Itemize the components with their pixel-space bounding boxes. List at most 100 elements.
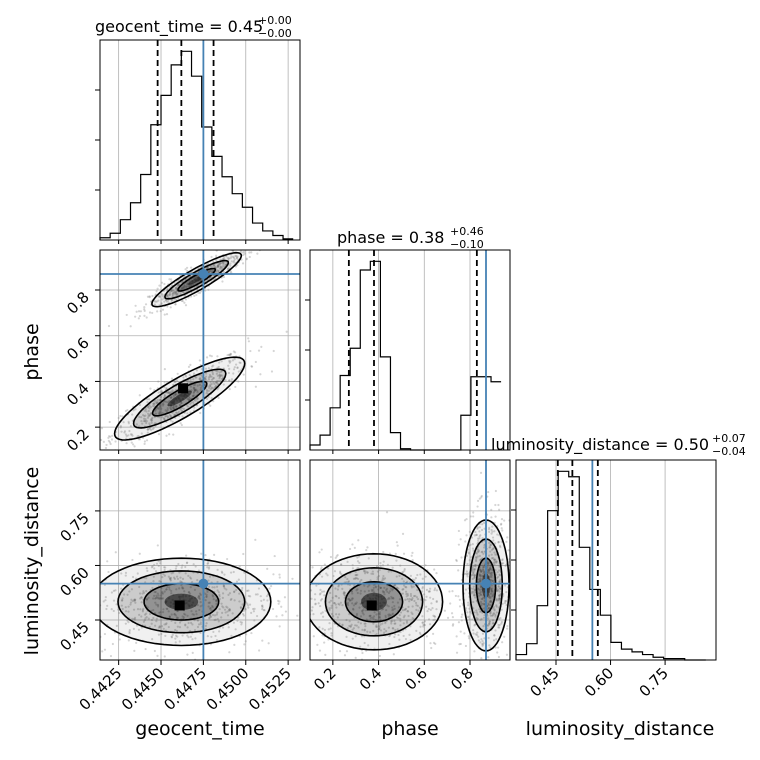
scatter-point [143,440,147,443]
scatter-point [158,412,161,416]
scatter-point [152,662,154,664]
scatter-point [189,635,192,638]
scatter-point [230,260,233,263]
scatter-point [216,374,219,377]
scatter-point [331,615,335,618]
scatter-point [490,588,493,591]
scatter-point [270,370,274,373]
scatter-point [219,374,223,377]
scatter-point [481,644,484,647]
scatter-point [473,574,476,577]
scatter-point [483,571,486,574]
scatter-point [190,401,193,404]
scatter-point [271,607,275,611]
scatter-point [133,616,137,620]
scatter-point [229,262,232,265]
scatter-point [479,641,482,644]
scatter-point [472,549,475,552]
scatter-point [257,349,261,352]
scatter-point [184,268,187,271]
scatter-point [478,573,481,576]
scatter-point [219,374,222,378]
scatter-point [251,246,253,248]
scatter-point [200,373,203,376]
scatter-point [178,587,181,590]
scatter-point [178,625,182,629]
scatter-point [346,601,350,605]
scatter-point [327,638,330,641]
scatter-point [378,654,381,658]
scatter-point [208,616,211,619]
scatter-point [467,637,471,640]
scatter-point [354,602,358,606]
scatter-point [205,595,208,598]
scatter-point [228,388,231,391]
scatter-point [487,636,490,640]
scatter-point [170,589,173,593]
xtick-label-luminosity_distance: 0.75 [636,664,672,700]
scatter-point [261,604,264,608]
scatter-point [488,600,492,603]
scatter-point [157,299,160,302]
scatter-point [490,508,493,511]
scatter-point [187,284,190,288]
scatter-point [153,567,156,570]
scatter-point [198,383,202,386]
scatter-point [494,553,497,556]
scatter-point [209,606,212,610]
scatter-point [340,563,343,566]
scatter-point [166,408,169,412]
scatter-point [427,590,430,593]
scatter-point [181,615,184,618]
scatter-point [125,435,128,438]
scatter-point [220,570,223,573]
scatter-point [184,624,187,627]
scatter-point [191,651,194,654]
scatter-point [475,533,478,536]
scatter-point [333,570,337,573]
scatter-point [215,380,218,383]
scatter-point [161,402,164,405]
scatter-point [162,572,165,576]
scatter-point [152,427,155,430]
scatter-point [252,607,255,611]
scatter-point [489,614,492,617]
scatter-point [329,591,332,595]
scatter-point [494,629,497,632]
scatter-point [381,564,385,567]
scatter-point [408,633,411,636]
scatter-point [233,590,236,593]
scatter-point [378,616,381,619]
scatter-point [61,448,63,450]
xtick-label-geocent_time: 0.4525 [245,664,295,714]
scatter-point [346,627,349,630]
scatter-point [207,585,211,588]
scatter-point [106,604,109,607]
scatter-point [140,416,143,419]
scatter-point [488,596,491,599]
scatter-point [375,633,378,636]
scatter-point [491,593,494,596]
scatter-point [236,366,239,369]
scatter-point [220,602,223,605]
scatter-point [227,267,230,270]
scatter-point [164,299,168,302]
panel-frame [99,459,301,661]
scatter-point [157,380,160,383]
scatter-point [247,244,249,246]
scatter-point [211,613,215,617]
scatter-point [306,624,308,626]
scatter-point [432,618,435,622]
scatter-point [363,570,366,573]
scatter-point [236,255,239,258]
scatter-point [430,602,433,605]
scatter-point [319,588,322,591]
scatter-point [356,573,359,576]
scatter-point [482,625,485,628]
scatter-point [232,570,235,574]
scatter-point [354,573,357,577]
scatter-point [243,250,246,253]
scatter-point [146,428,149,431]
scatter-point [463,572,466,575]
scatter-point [191,394,194,398]
